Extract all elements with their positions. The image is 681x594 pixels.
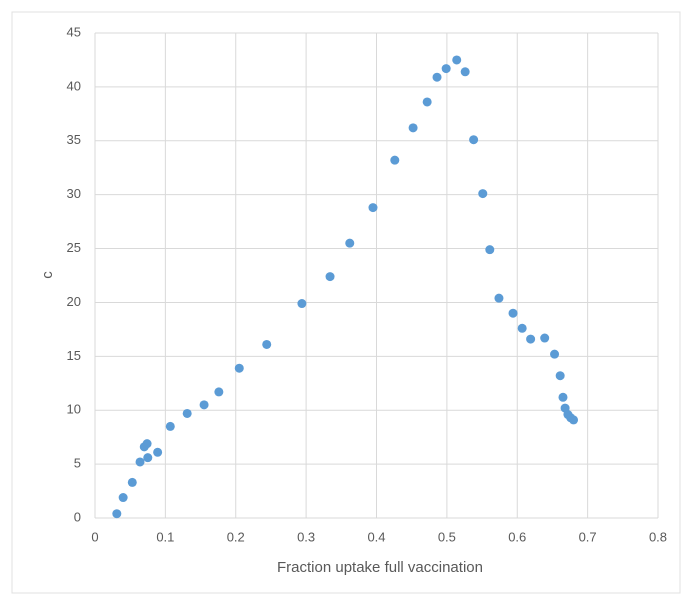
data-point	[494, 293, 504, 303]
x-tick-label: 0.7	[579, 529, 597, 544]
data-point	[214, 387, 224, 397]
data-point	[517, 323, 527, 333]
data-point	[460, 67, 470, 77]
data-point	[469, 135, 479, 145]
y-tick-label: 40	[67, 78, 81, 93]
x-tick-label: 0.8	[649, 529, 667, 544]
x-tick-label: 0.3	[297, 529, 315, 544]
y-tick-label: 10	[67, 402, 81, 417]
y-tick-label: 5	[74, 456, 81, 471]
data-point	[118, 493, 128, 503]
data-point	[540, 333, 550, 343]
x-tick-label: 0	[91, 529, 98, 544]
data-point	[452, 55, 462, 65]
data-point	[165, 421, 175, 431]
data-point	[390, 155, 400, 165]
y-tick-label: 45	[67, 24, 81, 39]
data-point	[485, 245, 495, 255]
data-point	[558, 392, 568, 402]
x-axis-label: Fraction uptake full vaccination	[277, 559, 483, 576]
data-point	[478, 189, 488, 199]
data-point	[441, 64, 451, 74]
x-tick-label: 0.4	[367, 529, 385, 544]
x-tick-label: 0.5	[438, 529, 456, 544]
x-tick-label: 0.1	[156, 529, 174, 544]
y-tick-label: 0	[74, 509, 81, 524]
data-point	[508, 308, 518, 318]
data-point	[234, 363, 244, 373]
data-point	[408, 123, 418, 133]
data-point	[555, 371, 565, 381]
data-point	[345, 238, 355, 248]
y-tick-label: 25	[67, 240, 81, 255]
data-point	[325, 272, 335, 282]
data-point	[153, 447, 163, 457]
data-point	[142, 439, 152, 449]
data-point	[422, 97, 432, 107]
x-tick-label: 0.2	[227, 529, 245, 544]
data-point	[432, 72, 442, 82]
data-point	[569, 415, 579, 425]
data-point	[199, 400, 209, 410]
data-point	[550, 349, 560, 359]
data-point	[135, 457, 145, 467]
data-point	[368, 203, 378, 213]
data-point	[526, 334, 536, 344]
data-point	[182, 408, 192, 418]
x-tick-label: 0.6	[508, 529, 526, 544]
data-point	[143, 453, 153, 463]
data-point	[297, 299, 307, 309]
y-tick-label: 20	[67, 294, 81, 309]
y-tick-label: 15	[67, 348, 81, 363]
y-axis-label: c	[39, 271, 56, 279]
y-tick-label: 30	[67, 186, 81, 201]
data-point	[112, 509, 122, 519]
y-tick-label: 35	[67, 132, 81, 147]
data-point	[262, 339, 272, 349]
data-point	[127, 477, 137, 487]
